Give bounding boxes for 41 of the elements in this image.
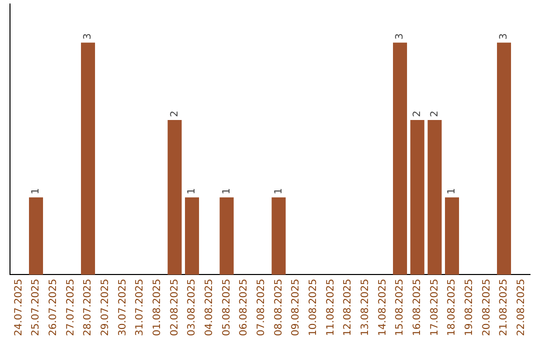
data-label: 3 xyxy=(498,33,510,40)
x-tick-label: 07.08.2025 xyxy=(256,278,267,336)
x-tick-label: 17.08.2025 xyxy=(429,278,440,336)
data-label: 3 xyxy=(82,33,94,40)
x-tick-label: 28.07.2025 xyxy=(82,278,94,336)
data-label: 2 xyxy=(429,110,440,118)
x-tick-label: 12.08.2025 xyxy=(342,278,354,336)
x-tick-label: 26.07.2025 xyxy=(48,278,59,336)
x-tick-label: 14.08.2025 xyxy=(377,278,388,336)
x-tick-label: 02.08.2025 xyxy=(169,278,180,336)
x-tick-label: 13.08.2025 xyxy=(360,278,371,336)
x-tick-label: 29.07.2025 xyxy=(100,278,111,336)
x-tick-label: 01.08.2025 xyxy=(152,278,163,336)
x-tick-label: 19.08.2025 xyxy=(464,278,475,336)
x-tick-label: 18.08.2025 xyxy=(446,278,458,336)
data-label: 2 xyxy=(169,110,180,118)
x-tick-label: 08.08.2025 xyxy=(273,278,284,336)
x-tick-label: 20.08.2025 xyxy=(481,278,492,336)
data-label: 1 xyxy=(273,188,284,194)
x-tick-label: 10.08.2025 xyxy=(308,278,319,336)
x-tick-label: 03.08.2025 xyxy=(186,278,198,336)
x-tick-label: 05.08.2025 xyxy=(221,278,232,336)
x-tick-label: 22.08.2025 xyxy=(516,278,527,336)
x-tick-label: 15.08.2025 xyxy=(394,278,406,336)
x-tick-label: 04.08.2025 xyxy=(204,278,215,336)
data-label: 1 xyxy=(221,188,232,194)
x-tick-label: 16.08.2025 xyxy=(412,278,423,336)
data-label: 1 xyxy=(30,188,42,194)
data-label: 1 xyxy=(446,188,458,194)
data-label: 2 xyxy=(412,110,423,118)
x-tick-label: 27.07.2025 xyxy=(65,278,76,336)
x-tick-label: 21.08.2025 xyxy=(498,278,510,336)
x-tick-label: 31.07.2025 xyxy=(134,278,146,336)
x-tick-label: 25.07.2025 xyxy=(30,278,42,336)
x-tick-label: 30.07.2025 xyxy=(117,278,128,336)
data-label: 1 xyxy=(186,188,198,194)
x-tick-label: 06.08.2025 xyxy=(238,278,250,336)
x-tick-label: 09.08.2025 xyxy=(290,278,302,336)
x-tick-label: 11.08.2025 xyxy=(325,278,336,336)
data-label: 3 xyxy=(394,33,406,40)
x-tick-label: 24.07.2025 xyxy=(13,278,24,336)
